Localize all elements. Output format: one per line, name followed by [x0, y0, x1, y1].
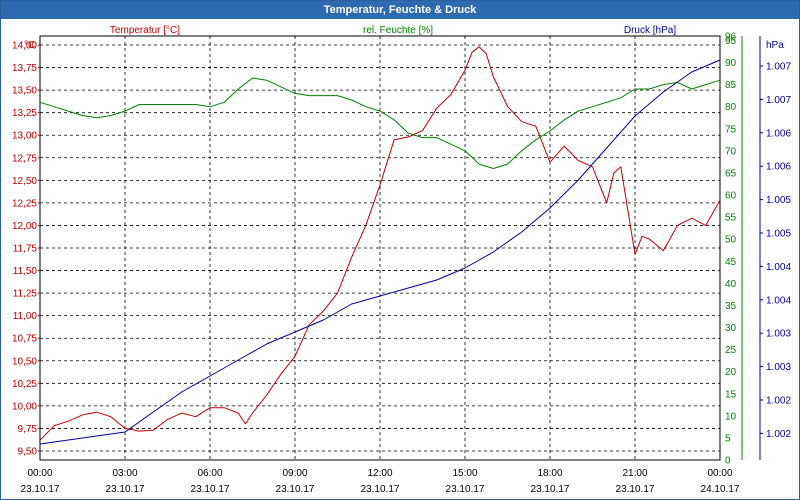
- pressure-tick-labels: 1.007 1.007 1.006 1.006 1.005 1.005 1.004 1.004…: [759, 36, 791, 460]
- humidity-tick-label: 20: [725, 367, 737, 378]
- pressure-tick-label: 1.003: [766, 362, 791, 373]
- temperature-tick-label: 13,00: [12, 131, 37, 142]
- humidity-tick-label: 50: [725, 235, 737, 246]
- date-tick-label: 23.10.17: [276, 484, 315, 495]
- humidity-tick-label: 55: [725, 213, 737, 224]
- pressure-tick-label: 1.006: [766, 128, 791, 139]
- series-lines: [39, 46, 721, 445]
- time-tick-labels: 00:00 23.10.17 03:00 23.10.17 06:00 23.10.17 0…: [21, 468, 740, 495]
- grid-lines: [40, 36, 720, 460]
- humidity-tick-label: 25: [725, 345, 737, 356]
- humidity-tick-label: 15: [725, 389, 737, 400]
- humidity-tick-label: 40: [725, 279, 737, 290]
- humidity-axis-title: rel. Feuchte [%]: [363, 25, 433, 36]
- time-tick-label: 00:00: [27, 468, 52, 479]
- humidity-tick-label: 95: [725, 36, 737, 47]
- humidity-tick-label: 10: [725, 411, 737, 422]
- humidity-tick-label: 5: [725, 433, 731, 444]
- humidity-tick-label: 45: [725, 257, 737, 268]
- date-tick-label: 23.10.17: [616, 484, 655, 495]
- pressure-tick-label: 1.004: [766, 262, 791, 273]
- pressure-tick-label: 1.004: [766, 295, 791, 306]
- humidity-tick-label: 80: [725, 102, 737, 113]
- humidity-tick-label: 35: [725, 301, 737, 312]
- humidity-tick-label: 75: [725, 124, 737, 135]
- time-tick-label: 21:00: [622, 468, 647, 479]
- pressure-tick-label: 1.002: [766, 396, 791, 407]
- date-tick-label: 23.10.17: [21, 484, 60, 495]
- temperature-tick-label: 10,25: [12, 379, 37, 390]
- temperature-tick-label: 9,50: [18, 446, 38, 457]
- temperature-tick-label: 11,50: [13, 266, 38, 277]
- pressure-tick-label: 1.007: [766, 62, 791, 73]
- temperature-tick-label: 11,75: [13, 244, 38, 255]
- temperature-tick-label: 10,50: [12, 356, 37, 367]
- time-tick-label: 03:00: [112, 468, 137, 479]
- pressure-axis-title: Druck [hPa]: [624, 25, 676, 36]
- humidity-tick-label: 85: [725, 80, 737, 91]
- temperature-tick-label: 10,00: [12, 401, 37, 412]
- time-tick-label: 12:00: [367, 468, 392, 479]
- temperature-tick-label: 13,25: [12, 108, 37, 119]
- pressure-tick-label: 1.005: [766, 195, 791, 206]
- pressure-tick-label: 1.006: [766, 162, 791, 173]
- temperature-tick-label: 12,00: [12, 221, 37, 232]
- time-tick-label: 09:00: [282, 468, 307, 479]
- date-tick-label: 23.10.17: [106, 484, 145, 495]
- temperature-axis-title: Temperatur [°C]: [110, 25, 180, 36]
- humidity-tick-label: 90: [725, 58, 737, 69]
- time-tick-label: 18:00: [537, 468, 562, 479]
- date-tick-label: 23.10.17: [531, 484, 570, 495]
- date-tick-label: 23.10.17: [446, 484, 485, 495]
- humidity-tick-label: 96: [725, 32, 737, 43]
- humidity-tick-label: 60: [725, 191, 737, 202]
- temperature-tick-label: 11,25: [13, 289, 38, 300]
- window-title: Temperatur, Feuchte & Druck: [1, 1, 799, 19]
- date-tick-label: 23.10.17: [191, 484, 230, 495]
- temperature-line: [39, 46, 721, 441]
- temperature-tick-label: 9,75: [18, 424, 38, 435]
- time-tick-label: 06:00: [197, 468, 222, 479]
- pressure-line: [39, 59, 721, 445]
- humidity-tick-label: 65: [725, 168, 737, 179]
- humidity-tick-label: 30: [725, 323, 737, 334]
- pressure-tick-label: 1.002: [766, 429, 791, 440]
- temperature-tick-labels: 14,00 13,75 13,50 13,25 13,00 12,75 12,50 12,25…: [12, 41, 40, 457]
- humidity-line: [39, 77, 721, 169]
- pressure-tick-label: 1.003: [766, 329, 791, 340]
- humidity-tick-label: 70: [725, 146, 737, 157]
- humidity-tick-label: 0: [725, 456, 731, 467]
- pressure-tick-label: 1.007: [766, 95, 791, 106]
- pressure-tick-label: 1.005: [766, 229, 791, 240]
- time-tick-label: 15:00: [452, 468, 477, 479]
- time-tick-label: 00:00: [707, 468, 732, 479]
- temperature-tick-label: 12,25: [12, 198, 37, 209]
- temperature-tick-label: 12,75: [12, 153, 37, 164]
- temperature-tick-label: 13,50: [12, 86, 37, 97]
- date-tick-label: 23.10.17: [361, 484, 400, 495]
- pressure-unit: hPa: [766, 40, 784, 51]
- temperature-tick-label: 14,00: [12, 41, 37, 52]
- temperature-unit: °C: [24, 40, 35, 51]
- temperature-tick-label: 10,75: [12, 334, 37, 345]
- temperature-tick-label: 12,50: [12, 176, 37, 187]
- date-tick-label: 24.10.17: [701, 484, 740, 495]
- temperature-tick-label: 13,75: [12, 63, 37, 74]
- temperature-tick-label: 11,00: [13, 311, 38, 322]
